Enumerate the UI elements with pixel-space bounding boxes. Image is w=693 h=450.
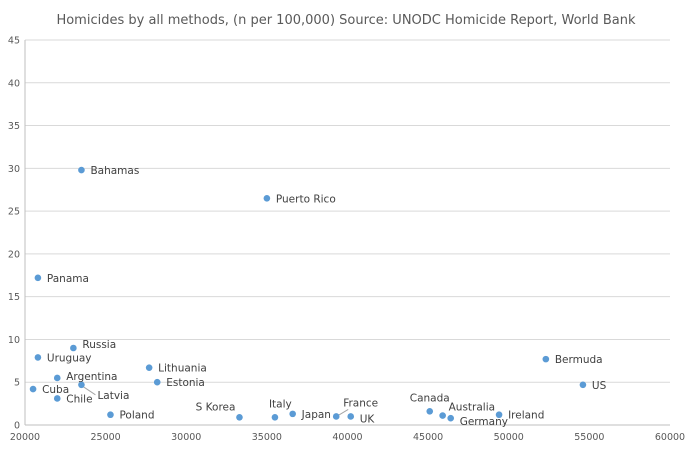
leader-line [337, 409, 349, 416]
data-point [347, 413, 355, 420]
data-label: Chile [66, 393, 92, 405]
leader-line [83, 386, 96, 396]
data-label: Italy [269, 398, 292, 410]
data-point [70, 344, 77, 352]
data-point [447, 414, 455, 422]
data-point [153, 378, 161, 386]
data-point [34, 274, 42, 282]
x-tick-label: 50000 [494, 432, 524, 443]
data-label: Australia [449, 402, 495, 414]
data-point [579, 381, 587, 389]
y-tick-label: 25 [8, 207, 20, 218]
data-label: Estonia [166, 377, 205, 389]
data-point [542, 355, 550, 363]
data-label: Lithuania [158, 363, 207, 375]
data-label: Argentina [66, 371, 117, 383]
y-tick-label: 5 [14, 378, 20, 389]
x-tick-label: 20000 [10, 432, 40, 443]
data-point [29, 385, 37, 393]
x-tick-label: 30000 [171, 432, 201, 443]
leader-lines [83, 386, 349, 416]
y-tick-label: 10 [8, 335, 20, 346]
data-label: Russia [82, 339, 116, 351]
data-point [53, 374, 61, 382]
x-tick-label: 45000 [413, 432, 443, 443]
x-tick-label: 35000 [252, 432, 282, 443]
x-tick-label: 25000 [91, 432, 121, 443]
data-point [426, 408, 434, 415]
x-tick-label: 55000 [574, 432, 604, 443]
data-label: Bahamas [90, 165, 139, 177]
data-label: Cuba [42, 384, 69, 396]
data-label: Canada [410, 392, 450, 404]
data-label: Germany [460, 416, 508, 428]
data-point [78, 381, 85, 389]
y-tick-label: 0 [14, 421, 20, 432]
data-point [78, 166, 85, 174]
data-label: France [343, 397, 378, 409]
data-label: Bermuda [555, 354, 603, 366]
data-label: S Korea [196, 401, 236, 413]
data-point [495, 411, 503, 419]
data-point [289, 410, 296, 418]
data-label: Latvia [97, 390, 129, 402]
data-label: Ireland [508, 410, 544, 422]
data-point [34, 354, 42, 361]
y-tick-label: 30 [8, 164, 20, 175]
data-label: UK [360, 413, 376, 425]
data-point [439, 412, 446, 419]
x-tick-label: 60000 [655, 432, 685, 443]
data-point [107, 411, 114, 419]
data-label: Puerto Rico [276, 193, 336, 205]
data-point [145, 364, 153, 371]
y-tick-label: 15 [8, 292, 20, 303]
tick-labels: 0 5 10 15 20 25 30 35 40 45 20000 25000 30000 35000 40… [8, 36, 685, 444]
y-tick-label: 40 [8, 78, 20, 89]
data-label: Japan [301, 409, 331, 421]
data-label: US [592, 380, 607, 392]
axes [24, 40, 670, 426]
chart-title: Homicides by all methods, (n per 100,000… [56, 13, 636, 28]
data-points [29, 166, 587, 422]
data-point [53, 395, 61, 402]
data-point [236, 414, 243, 421]
y-tick-label: 20 [8, 249, 20, 260]
y-tick-label: 45 [8, 36, 20, 47]
data-label: Panama [47, 273, 89, 285]
data-point [332, 413, 340, 420]
x-tick-label: 40000 [332, 432, 362, 443]
data-point [263, 194, 271, 202]
data-label: Uruguay [47, 352, 92, 364]
data-point [271, 414, 279, 421]
y-tick-label: 35 [8, 121, 20, 132]
data-label: Poland [119, 410, 154, 422]
gridlines [25, 39, 670, 383]
